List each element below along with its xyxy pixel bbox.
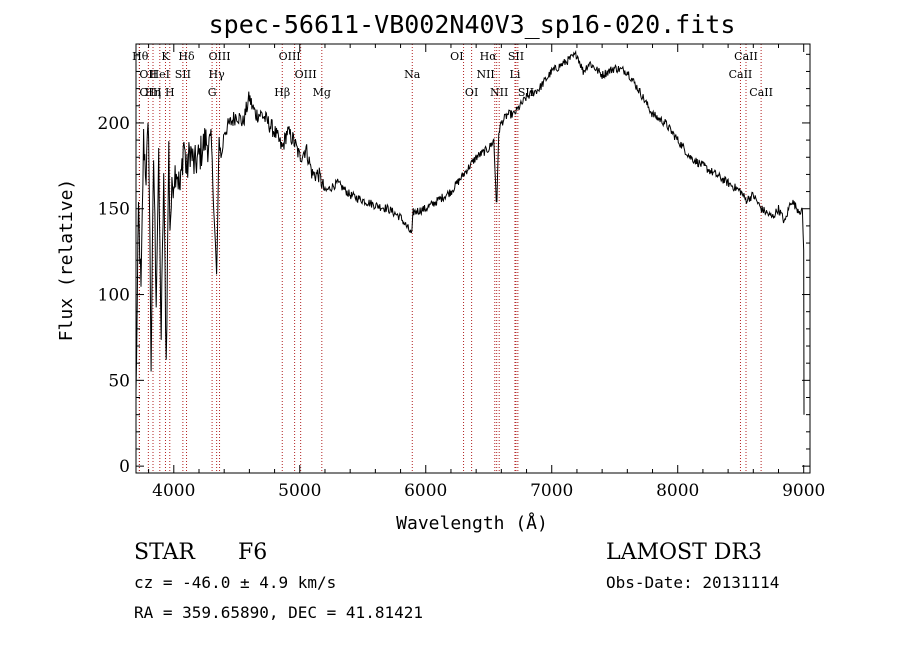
spectral-line-label: OIII: [139, 86, 161, 99]
spectral-line-label: Mg: [313, 86, 331, 99]
x-axis-ticks: 4000 5000 6000 7000 8000 9000: [148, 44, 825, 501]
flux-series-line: [135, 49, 805, 415]
spectral-line-label: SII: [518, 86, 534, 99]
redshift-readout: cz = -46.0 ± 4.9 km/s: [134, 573, 337, 592]
spectral-line-label: G: [208, 86, 217, 99]
spectral-line-label: SII: [175, 68, 191, 81]
spectral-line-label: Hδ: [178, 50, 195, 63]
object-subclass: F6: [238, 540, 268, 565]
obs-date: Obs-Date: 20131114: [606, 573, 780, 592]
spectral-line-label: CaII: [729, 68, 753, 81]
spectral-line-label: H: [165, 86, 175, 99]
y-tick-label: 200: [98, 114, 130, 134]
spectral-line-label: OI: [450, 50, 463, 63]
spectral-line-label: Hη: [145, 86, 161, 99]
spectral-line-label: CaII: [734, 50, 758, 63]
object-class: STAR: [134, 540, 195, 565]
spectral-line-label: CaII: [749, 86, 773, 99]
x-tick-label: 6000: [404, 481, 447, 501]
y-tick-label: 0: [119, 457, 130, 477]
spectral-line-label: Hβ: [274, 86, 290, 99]
spectral-line-label: OI: [465, 86, 478, 99]
spectral-line-label: HeI: [150, 68, 170, 81]
x-tick-label: 9000: [782, 481, 825, 501]
x-tick-label: 8000: [656, 481, 699, 501]
coordinates: RA = 359.65890, DEC = 41.81421: [134, 603, 423, 622]
spectral-line-label: Na: [404, 68, 421, 81]
spectral-line-label: OII: [139, 68, 157, 81]
y-axis-ticks: 0 50 100 150 200: [98, 53, 810, 477]
spectral-line-label: OIII: [279, 50, 301, 63]
y-tick-label: 150: [98, 200, 130, 220]
x-tick-label: 5000: [278, 481, 321, 501]
x-tick-label: 7000: [530, 481, 573, 501]
x-axis-label: Wavelength (Å): [396, 512, 548, 534]
spectral-line-label: SII: [508, 50, 524, 63]
spectral-line-label: Hγ: [209, 68, 226, 81]
spectral-line-label: NII: [476, 68, 494, 81]
y-tick-label: 50: [108, 371, 130, 391]
spectral-line-label: Li: [510, 68, 521, 81]
spectral-line-label: OIII: [295, 68, 317, 81]
survey-name: LAMOST DR3: [606, 540, 762, 565]
plot-frame: [135, 43, 811, 474]
y-tick-label: 100: [98, 286, 130, 306]
y-axis-label: Flux (relative): [56, 179, 77, 342]
x-tick-label: 4000: [152, 481, 195, 501]
spectral-line-label: Hθ: [132, 50, 149, 63]
spectral-line-label: OIII: [208, 50, 230, 63]
spectral-line-label: K: [161, 50, 170, 63]
spectral-line-label: NII: [490, 86, 508, 99]
chart-title: spec-56611-VB002N40V3_sp16-020.fits: [209, 10, 736, 39]
spectral-line-markers: [138, 44, 762, 473]
spectral-line-label: Hα: [480, 50, 498, 63]
